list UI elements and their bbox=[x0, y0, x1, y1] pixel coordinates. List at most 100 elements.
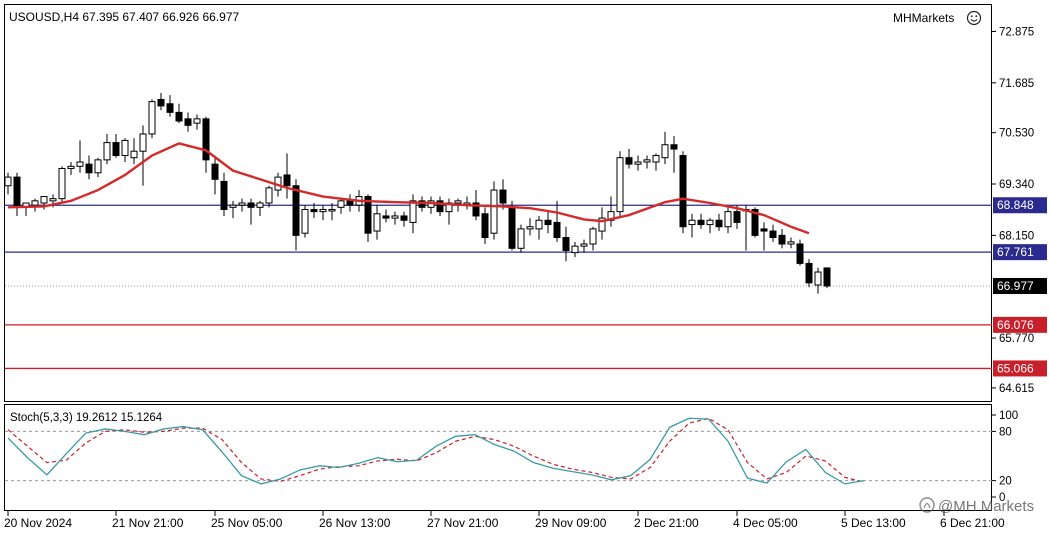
candle-bullish bbox=[535, 219, 543, 230]
candle-bearish bbox=[778, 234, 786, 245]
price-axis-label: 72.875 bbox=[999, 26, 1034, 38]
time-axis: 20 Nov 2024 21 Nov 21:00 25 Nov 05:00 26 No… bbox=[4, 511, 1005, 530]
candle-bearish bbox=[499, 189, 507, 204]
candle-bullish bbox=[373, 213, 381, 232]
candle-bearish bbox=[85, 163, 93, 174]
candle-bullish bbox=[391, 215, 399, 219]
candle-bearish bbox=[112, 142, 120, 157]
candle-bullish bbox=[4, 176, 12, 187]
candle-bearish bbox=[220, 180, 228, 210]
candle-bearish bbox=[760, 228, 768, 232]
candle-bearish bbox=[472, 202, 480, 217]
candle-bullish bbox=[139, 133, 147, 152]
stochastic-oscillator: 100 80 20 0 bbox=[5, 410, 1018, 504]
watermark-logo-icon bbox=[919, 497, 935, 513]
candle-bullish bbox=[49, 198, 57, 202]
candle-bullish bbox=[121, 139, 129, 157]
candle-bearish bbox=[697, 219, 705, 226]
candle-bullish bbox=[130, 150, 138, 159]
candle-bullish bbox=[409, 200, 417, 223]
last-price-badge bbox=[993, 277, 1047, 294]
candle-bullish bbox=[688, 219, 696, 226]
candle-bullish bbox=[301, 208, 309, 234]
stoch-axis-label: 100 bbox=[999, 410, 1018, 422]
candle-bearish bbox=[364, 196, 372, 234]
candle-bearish bbox=[562, 237, 570, 251]
watermark-text: @MH Markets bbox=[938, 498, 1034, 515]
candle-bearish bbox=[823, 267, 831, 287]
watermark: @MH Markets bbox=[919, 497, 1034, 515]
stoch-chart-frame bbox=[4, 404, 992, 511]
candle-bearish bbox=[184, 118, 192, 126]
level-badge bbox=[993, 244, 1047, 261]
candle-bearish bbox=[733, 211, 741, 223]
price-axis-label: 65.770 bbox=[999, 333, 1034, 345]
smiley-icon bbox=[966, 10, 982, 26]
main-chart-frame bbox=[4, 4, 992, 402]
time-axis-label: 21 Nov 21:00 bbox=[112, 516, 184, 530]
candle-bullish bbox=[31, 200, 39, 206]
candle-bullish bbox=[94, 159, 102, 174]
candle-bearish bbox=[436, 200, 444, 213]
candlestick-series bbox=[4, 92, 831, 294]
candle-bullish bbox=[706, 219, 714, 226]
level-badge-label: 68.848 bbox=[997, 198, 1034, 212]
time-axis-label: 4 Dec 05:00 bbox=[733, 516, 798, 530]
candle-bullish bbox=[58, 167, 66, 200]
level-badge bbox=[993, 316, 1047, 333]
candle-bullish bbox=[724, 211, 732, 228]
candle-bullish bbox=[229, 204, 237, 208]
level-badge bbox=[993, 197, 1047, 214]
candle-bearish bbox=[247, 202, 255, 208]
candle-bullish bbox=[454, 200, 462, 204]
candle-bearish bbox=[292, 185, 300, 236]
candle-bearish bbox=[769, 230, 777, 239]
candle-bullish bbox=[814, 271, 822, 286]
level-badge-label: 66.076 bbox=[997, 318, 1034, 332]
moving-average-line bbox=[7, 142, 810, 235]
time-axis-label: 29 Nov 09:00 bbox=[535, 516, 607, 530]
price-axis-label: 69.340 bbox=[999, 179, 1034, 191]
candle-bullish bbox=[319, 208, 327, 213]
candle-bullish bbox=[517, 228, 525, 249]
candle-bullish bbox=[265, 187, 273, 204]
stoch-axis-label: 0 bbox=[999, 492, 1005, 504]
price-axis-label: 71.685 bbox=[999, 78, 1034, 90]
candle-bullish bbox=[103, 142, 111, 161]
last-price-label: 66.977 bbox=[997, 279, 1034, 293]
candle-bearish bbox=[211, 163, 219, 180]
candle-bearish bbox=[751, 208, 759, 236]
level-badge-label: 67.761 bbox=[997, 245, 1034, 259]
stoch-title: Stoch(5,3,3) 19.2612 15.1264 bbox=[10, 412, 163, 424]
main-price-axis: 72.875 71.685 70.530 69.340 68.150 65.770 64.6… bbox=[992, 26, 1034, 395]
candle-bullish bbox=[40, 196, 48, 204]
stoch-main-line bbox=[7, 417, 865, 485]
time-axis-label: 20 Nov 2024 bbox=[4, 516, 72, 530]
price-axis-label: 70.530 bbox=[999, 128, 1034, 140]
candle-bullish bbox=[598, 217, 606, 232]
candle-bearish bbox=[553, 221, 561, 239]
time-axis-label: 26 Nov 13:00 bbox=[319, 516, 391, 530]
price-axis-label: 64.615 bbox=[999, 383, 1034, 395]
candle-bullish bbox=[337, 200, 345, 208]
candle-bearish bbox=[544, 219, 552, 226]
candle-bearish bbox=[679, 155, 687, 228]
candle-bearish bbox=[625, 157, 633, 165]
candle-bearish bbox=[310, 208, 318, 213]
candle-bearish bbox=[715, 219, 723, 228]
candle-bullish bbox=[634, 161, 642, 165]
price-axis-label: 68.150 bbox=[999, 230, 1034, 242]
candle-bullish bbox=[652, 155, 660, 163]
candle-bearish bbox=[481, 213, 489, 239]
time-axis-label: 27 Nov 21:00 bbox=[427, 516, 499, 530]
candle-bullish bbox=[328, 208, 336, 212]
candle-bullish bbox=[643, 159, 651, 163]
candle-bearish bbox=[202, 118, 210, 161]
level-badge-label: 65.066 bbox=[997, 361, 1034, 375]
candle-bearish bbox=[13, 176, 21, 208]
level-badge bbox=[993, 360, 1047, 377]
time-axis-label: 6 Dec 21:00 bbox=[940, 516, 1005, 530]
candle-bullish bbox=[148, 101, 156, 135]
candle-bearish bbox=[508, 206, 516, 249]
